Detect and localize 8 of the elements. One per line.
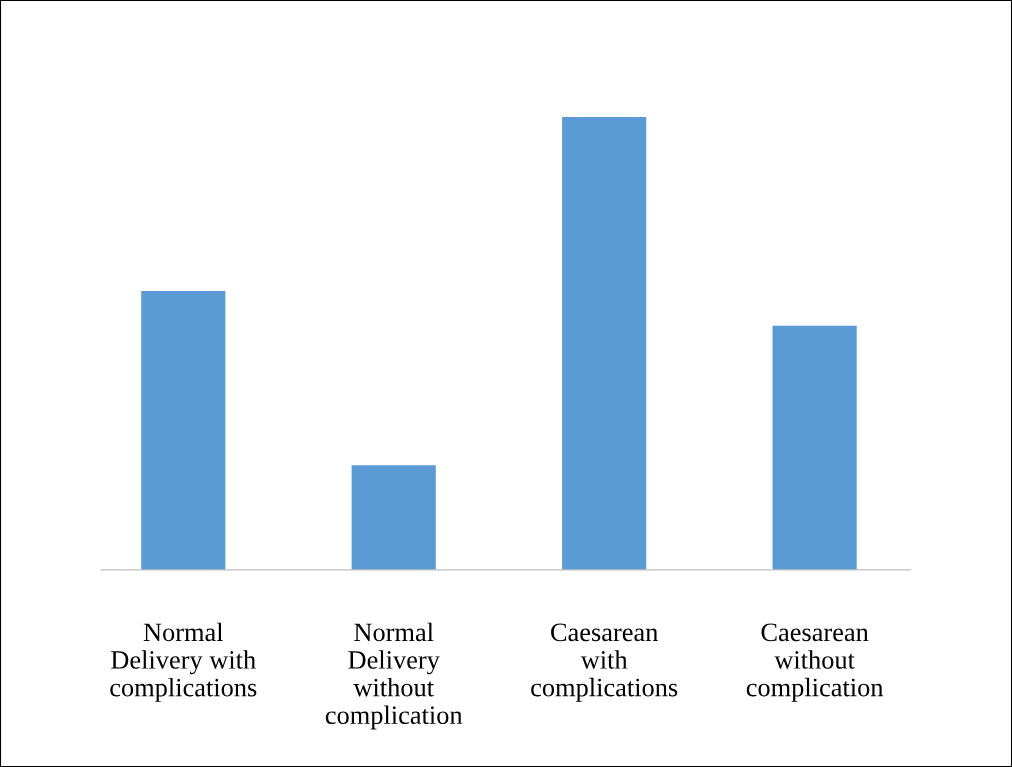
bar bbox=[141, 290, 226, 570]
x-tick-label: Caesarean without complication bbox=[746, 623, 884, 702]
bar bbox=[772, 325, 857, 570]
x-tick-label: Normal Delivery without complication bbox=[325, 622, 463, 730]
bar bbox=[351, 465, 436, 570]
x-tick-label: Normal Delivery with complications bbox=[110, 622, 257, 702]
bar bbox=[562, 116, 647, 570]
x-tick-label: Caesarean with complications bbox=[531, 623, 678, 702]
